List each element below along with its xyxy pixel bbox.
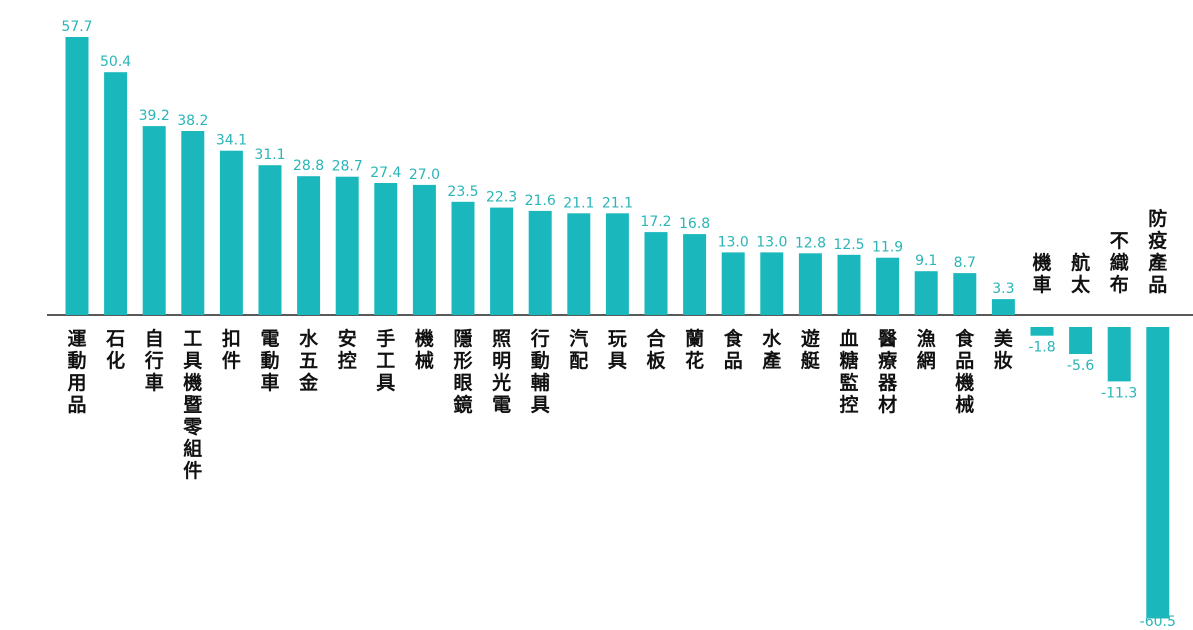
bar (721, 252, 745, 315)
value-label: 23.5 (447, 184, 478, 200)
value-label: 17.2 (640, 214, 671, 230)
value-label: 28.8 (293, 158, 324, 174)
value-label: 8.7 (954, 255, 976, 271)
bar (1030, 327, 1054, 336)
bar (374, 183, 398, 315)
value-label: 27.4 (370, 165, 401, 181)
category-label: 不織布 (1110, 230, 1129, 296)
bar (412, 184, 436, 315)
value-label: 50.4 (100, 54, 131, 70)
category-label: 石化 (105, 328, 125, 372)
bar (876, 257, 900, 315)
value-label: 57.7 (61, 19, 92, 35)
value-label: 34.1 (216, 133, 247, 149)
value-label: 31.1 (254, 147, 285, 163)
category-label: 食品 (724, 327, 744, 372)
category-label: 航太 (1071, 251, 1091, 296)
category-label: 蘭花 (685, 328, 704, 372)
bar (258, 165, 282, 315)
value-label: 38.2 (177, 113, 208, 129)
category-label: 玩具 (608, 328, 627, 372)
category-label: 汽配 (569, 327, 588, 372)
bar (991, 299, 1015, 315)
category-label: 機械 (415, 327, 434, 372)
category-label: 遊艇 (800, 327, 820, 372)
category-label: 安控 (338, 327, 357, 372)
category-label: 血糖監控 (839, 327, 858, 416)
value-label: -1.8 (1028, 340, 1055, 356)
category-label: 運動用品 (67, 328, 86, 416)
category-label: 水五金 (298, 328, 319, 394)
category-label: 合板 (646, 327, 666, 372)
category-label: 美妝 (994, 327, 1014, 372)
bar (104, 72, 128, 315)
value-label: 16.8 (679, 216, 710, 232)
category-label: 電動車 (260, 328, 279, 394)
bar (490, 207, 514, 315)
value-label: 28.7 (332, 159, 363, 175)
category-label: 自行車 (144, 327, 164, 394)
value-label: -60.5 (1140, 614, 1176, 630)
bar (760, 252, 784, 315)
category-label: 扣件 (222, 327, 241, 372)
value-label: -11.3 (1101, 385, 1137, 401)
bar (1069, 327, 1093, 354)
value-label: 9.1 (915, 253, 937, 269)
value-label: 21.1 (563, 195, 594, 211)
value-label: 12.5 (833, 237, 864, 253)
value-label: 39.2 (139, 108, 170, 124)
category-label: 工具機暨零組件 (182, 328, 203, 482)
bar (335, 176, 359, 315)
value-label: 11.9 (872, 240, 903, 256)
bar (837, 254, 861, 315)
bar (953, 273, 977, 315)
bar (605, 213, 629, 315)
bar (65, 37, 89, 315)
category-label: 隱形眼鏡 (453, 327, 472, 416)
category-label: 行動輔具 (530, 327, 550, 416)
bars-group (65, 37, 1170, 619)
category-label: 水產 (762, 328, 782, 372)
category-label: 漁網 (917, 327, 936, 372)
value-label: 21.1 (602, 195, 633, 211)
bar (567, 213, 591, 315)
bar (181, 131, 205, 315)
category-label: 機車 (1032, 251, 1051, 296)
value-label: 13.0 (718, 234, 749, 250)
value-label: 12.8 (795, 235, 826, 251)
bar (644, 232, 668, 315)
bar (297, 176, 321, 315)
category-label: 食品機械 (955, 327, 975, 416)
category-label: 醫療器材 (877, 328, 898, 416)
bar (914, 271, 938, 315)
value-label: 22.3 (486, 190, 517, 206)
bar (683, 234, 707, 315)
value-label: -5.6 (1067, 358, 1094, 374)
bar (451, 201, 475, 315)
bar (219, 150, 243, 315)
bar (798, 253, 822, 315)
category-label: 防疫產品 (1148, 207, 1167, 296)
value-label: 21.6 (525, 193, 556, 209)
bar (528, 210, 552, 315)
category-label: 照明光電 (491, 328, 511, 416)
bar (1107, 327, 1131, 382)
value-label: 13.0 (756, 234, 787, 250)
value-label: 3.3 (992, 281, 1014, 297)
value-labels-group: 57.7 50.4 39.2 38.2 34.1 31.1 28.8 28.7 27.4 27.0… (61, 19, 1176, 630)
bar (1146, 327, 1170, 619)
bar (142, 126, 166, 315)
value-label: 27.0 (409, 167, 440, 183)
category-label: 手工具 (376, 327, 395, 394)
